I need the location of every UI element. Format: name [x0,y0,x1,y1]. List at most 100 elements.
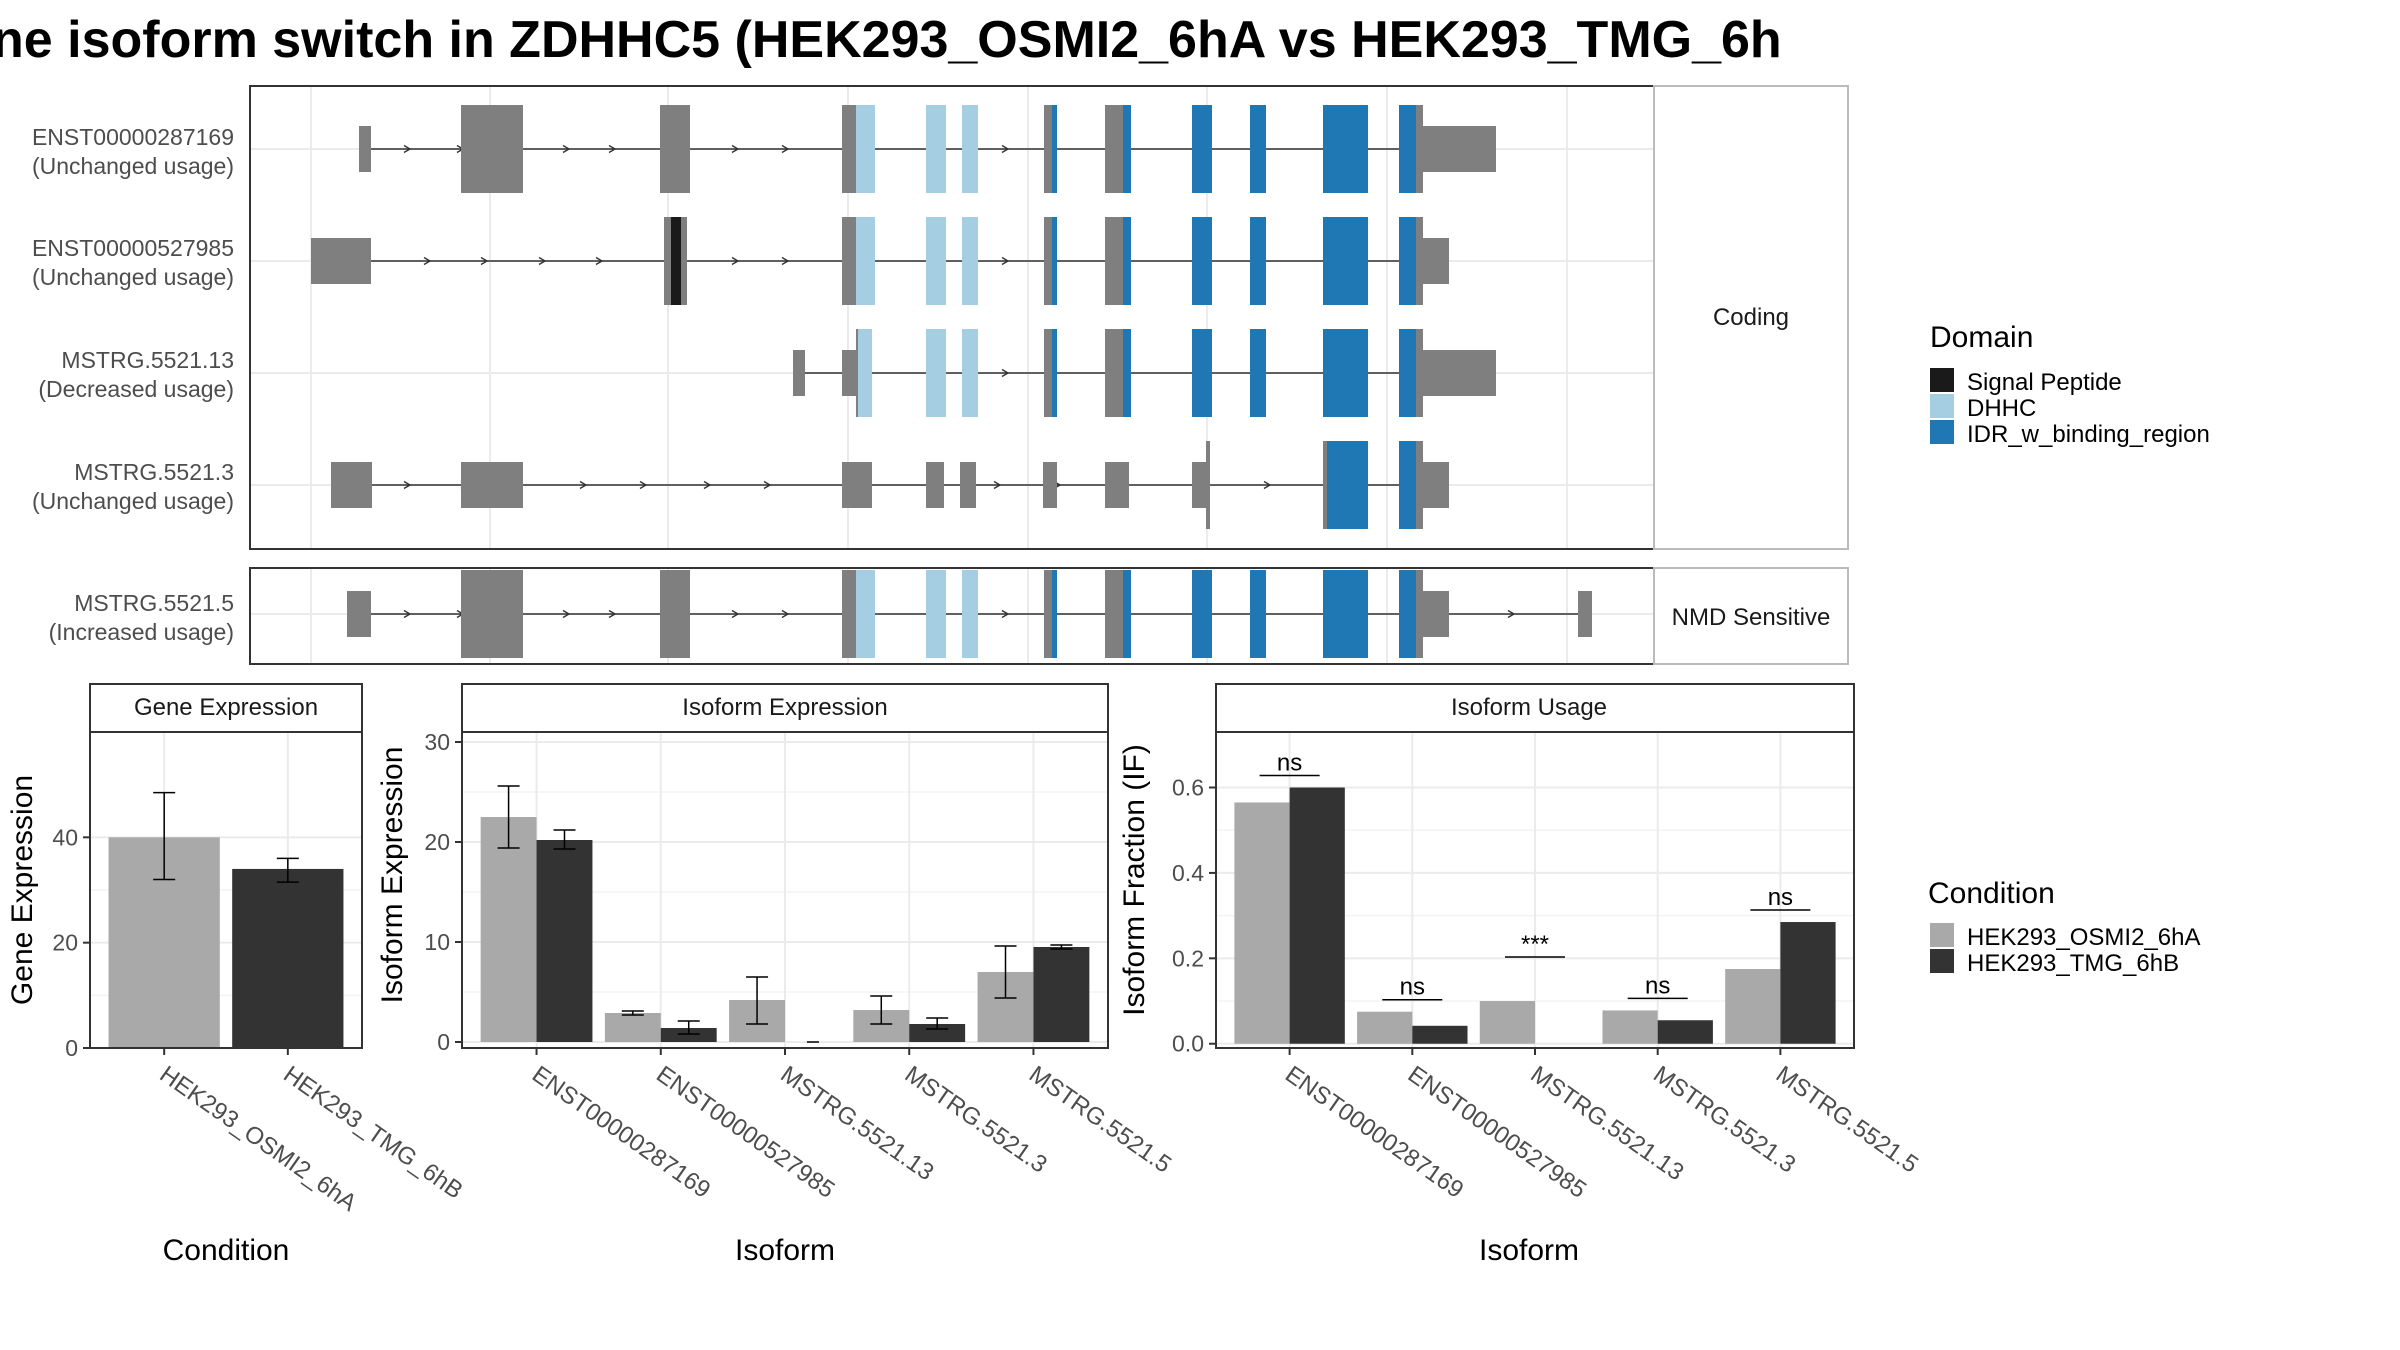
exon [1416,441,1423,529]
strip-coding [1653,85,1849,550]
y-tick-label: 0.4 [1172,860,1204,886]
exon [681,217,687,305]
exon [856,570,875,658]
error-bar [621,1010,644,1016]
significance-label: ns [1768,884,1793,911]
exon [856,105,875,193]
exon [660,105,690,193]
bar [1657,1020,1713,1044]
condition-legend: Condition HEK293_OSMI2_6hA HEK293_TMG_6h… [1928,877,2200,977]
plot-border [89,731,363,1049]
exon [311,238,371,284]
exon [1052,217,1057,305]
exon [1399,217,1420,305]
exon [1206,441,1210,529]
exon [842,350,856,396]
error-bar [994,945,1017,999]
exon [960,462,976,508]
exon [962,105,978,193]
exon [1192,329,1212,417]
chart-title: Isoform Expression [682,694,887,721]
bar [909,1024,966,1042]
bar [1289,787,1345,1044]
legend-label: IDR_w_binding_region [1967,421,2210,448]
strand-arrow [1001,256,1010,266]
significance-label: ns [1645,972,1670,999]
strand-arrow [423,256,432,266]
x-tick-label: HEK293_OSMI2_6hA [155,1061,362,1217]
exon [1105,570,1123,658]
exon [858,329,872,417]
exon [1323,441,1327,529]
exon [1420,126,1496,172]
chart-strip [1215,683,1855,733]
significance-label: *** [1521,931,1549,958]
error-bar [553,829,576,850]
strand-arrow [562,144,571,154]
exon [1323,570,1368,658]
coding-transcripts [311,105,1496,529]
error-bar [1050,944,1073,950]
exon [1420,462,1449,508]
exon [1105,105,1123,193]
y-axis-label: Isoform Expression [376,747,409,1004]
x-axis-label: Isoform [1479,1234,1579,1267]
exon [1105,217,1123,305]
strand-arrow [763,480,772,490]
exon [461,570,511,658]
exon [926,105,946,193]
legend-swatch-signal-peptide [1930,368,1954,392]
strand-arrow [703,480,712,490]
exon [962,570,978,658]
row-label-usage: (Unchanged usage) [32,153,234,179]
strand-arrow [1263,480,1272,490]
significance-label: ns [1277,750,1302,777]
exon [347,591,371,637]
strand-arrow [579,480,588,490]
exon [856,217,875,305]
legend-label: HEK293_OSMI2_6hA [1967,924,2200,951]
strand-arrow [595,256,604,266]
bar [660,1028,717,1042]
exon [1105,462,1129,508]
strand-arrow [993,480,1002,490]
exon [1105,329,1123,417]
row-label-usage: (Increased usage) [49,619,234,645]
strand-arrow [608,609,617,619]
strand-arrow [731,144,740,154]
chart-title: Gene Expression [134,694,318,721]
exon [1420,238,1449,284]
exon [793,350,805,396]
legend-swatch-idr [1930,420,1954,444]
exon [1123,329,1131,417]
row-label-name: ENST00000527985 [32,235,234,261]
strand-arrow [403,144,412,154]
strand-arrow [608,144,617,154]
exon [1420,350,1496,396]
exon [1043,462,1057,508]
strand-arrow [480,256,489,266]
strand-arrow [562,609,571,619]
exon [856,329,858,417]
legend-swatch-osmi2 [1930,923,1954,947]
y-tick-label: 20 [424,829,450,855]
transcript-labels: ENST00000287169 (Unchanged usage) ENST00… [32,124,234,645]
strand-arrow [538,256,547,266]
row-label-usage: (Unchanged usage) [32,264,234,290]
x-axis-label: Condition [163,1234,290,1267]
y-tick-label: 0.2 [1172,945,1204,971]
bar [604,1013,661,1042]
row-label-name: MSTRG.5521.13 [61,347,234,373]
error-bar [276,857,299,883]
error-bar [497,785,520,849]
exon [660,570,690,658]
row-label-usage: (Decreased usage) [38,376,234,402]
exon [1399,105,1420,193]
strand-arrow [731,256,740,266]
exon [842,217,856,305]
exon [331,462,372,508]
legend-label: Signal Peptide [1967,369,2122,396]
exon [1399,329,1420,417]
bar [480,817,537,1042]
